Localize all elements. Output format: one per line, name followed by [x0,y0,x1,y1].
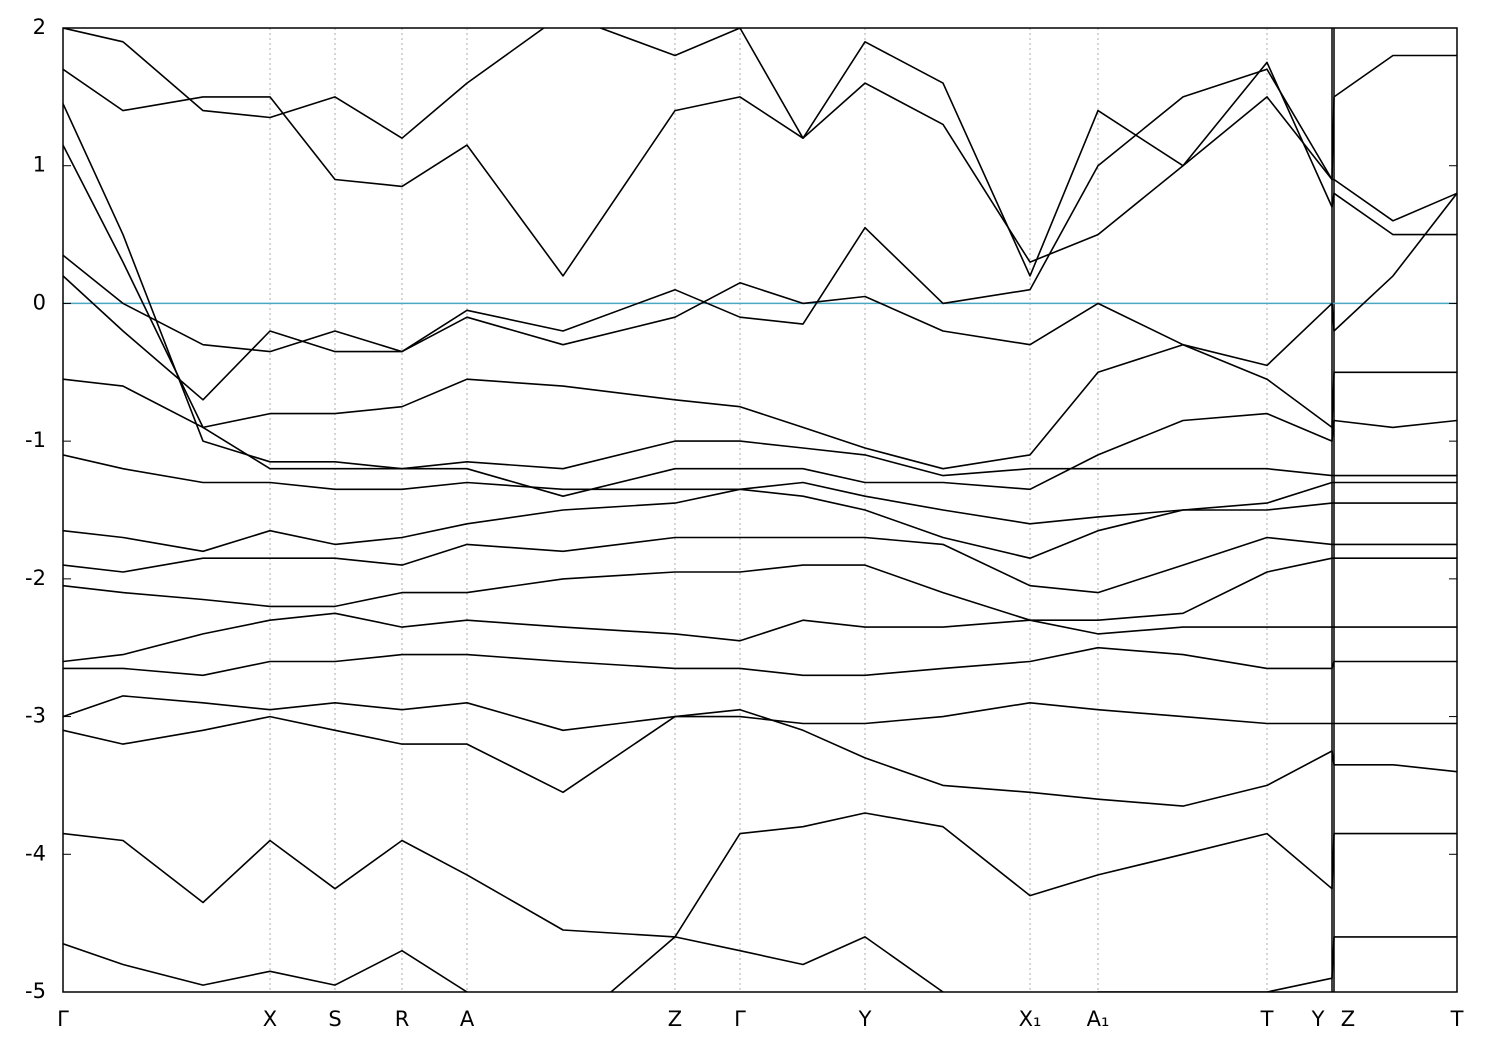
x-tick-label: Γ [734,1007,746,1031]
band-line [63,695,1457,732]
band-line [63,378,1457,497]
y-tick-label: -3 [25,704,46,728]
x-tick-label: T [1260,1007,1274,1031]
x-tick-label: Z [1341,1007,1355,1031]
y-tick-label: -2 [25,566,46,590]
x-tick-label: X₁ [1019,1007,1042,1031]
x-tick-label: T [1450,1007,1464,1031]
band-line [63,68,1457,353]
band-line [63,454,1457,525]
x-tick-label: A [460,1007,475,1031]
band-line [63,646,1457,677]
y-tick-label: 2 [33,15,46,39]
x-tick-label: Z [668,1007,682,1031]
band-line [63,708,1457,807]
band-line [63,28,1457,277]
y-tick-label: -1 [25,428,46,452]
band-line [63,612,1457,663]
band-line [63,812,1457,938]
y-tick-label: 1 [33,153,46,177]
y-tick-label: -5 [25,979,46,1003]
band-line [63,936,1457,992]
bands-layer [63,28,1457,992]
x-tick-label: Γ [57,1007,69,1031]
band-line [63,192,1457,401]
band-line [63,61,1457,277]
band-line [63,536,1457,594]
x-tick-label: S [328,1007,341,1031]
x-tick-label: X [263,1007,277,1031]
band-line [63,144,1457,470]
x-tick-label: Y [858,1007,872,1031]
x-tick-label: Y [1311,1007,1325,1031]
band-line [63,103,1457,477]
plot-frame [62,27,1458,993]
x-tick-label: A₁ [1087,1007,1110,1031]
x-tick-label: R [395,1007,410,1031]
band-line [63,488,1457,559]
band-line [63,557,1457,621]
y-tick-label: -4 [25,841,46,865]
y-tick-label: 0 [33,290,46,314]
